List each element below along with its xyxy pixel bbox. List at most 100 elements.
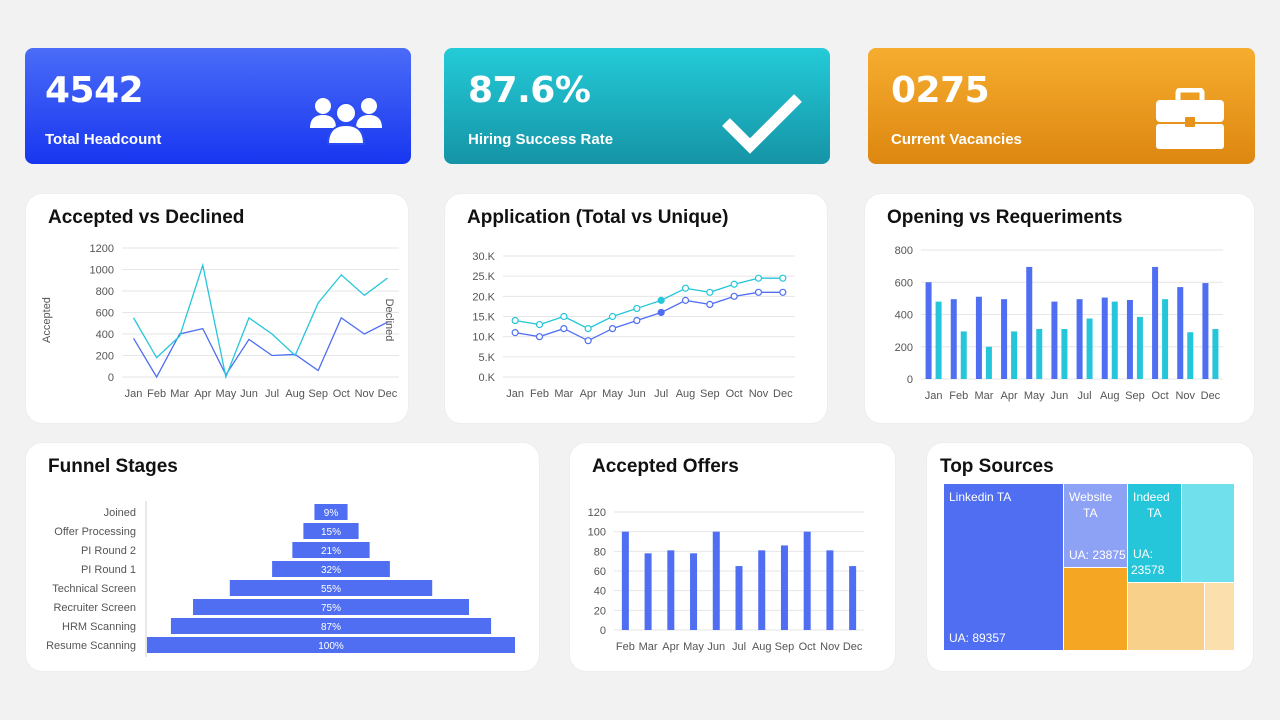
- opening-vs-requirements-chart: 0 200 400 600 800 Jan Feb Mar Apr May Jun Jul Aug Sep…: [895, 245, 1223, 402]
- bar-series-0: [1051, 301, 1058, 379]
- checkmark-icon: [722, 94, 802, 154]
- x-tick-label: Mar: [639, 641, 658, 653]
- series-point-1: [633, 316, 641, 325]
- briefcase-icon: [1156, 88, 1224, 149]
- treemap-label: Website TA: [1069, 490, 1112, 520]
- x-tick-label: Apr: [580, 388, 597, 400]
- y-axis-label: Accepted: [41, 297, 53, 343]
- kpi-current-vacancies: 0275 Current Vacancies: [868, 48, 1255, 164]
- x-tick-label: Oct: [333, 388, 350, 400]
- funnel-stage-label: Technical Screen: [52, 583, 136, 595]
- bar-series-0: [1101, 297, 1108, 379]
- x-tick-label: Nov: [749, 388, 769, 400]
- kpi-label: Hiring Success Rate: [468, 131, 614, 148]
- y-tick-label: 0: [600, 625, 606, 637]
- application-total-vs-unique-card: Application (Total vs Unique) 0.K 5.K 10.K…: [445, 194, 827, 423]
- x-tick-label: Oct: [799, 641, 816, 653]
- offer-bar: [690, 553, 698, 630]
- offer-bar: [758, 550, 766, 630]
- y-tick-label: 25.K: [472, 271, 495, 283]
- y-tick-label: 120: [588, 507, 606, 519]
- x-tick-label: Dec: [773, 388, 793, 400]
- bar-series-0: [1202, 283, 1209, 379]
- funnel-stages-card: Funnel Stages Joined 9% Offer Processing 15…: [26, 443, 539, 671]
- series-point-0: [779, 274, 787, 282]
- bar-series-1: [1036, 329, 1043, 379]
- card-title: Application (Total vs Unique): [467, 207, 729, 228]
- series-point-0: [681, 284, 690, 292]
- funnel-stage-label: PI Round 1: [81, 564, 136, 576]
- y-tick-label: 15.K: [472, 312, 495, 324]
- y-tick-label: 40: [594, 586, 606, 598]
- funnel-bar: [170, 618, 492, 634]
- series-point-1: [779, 288, 787, 296]
- y-tick-label: 5.K: [478, 352, 495, 364]
- series-point-1: [706, 300, 714, 309]
- treemap-label-part: TA: [1083, 506, 1097, 520]
- x-tick-label: Mar: [974, 390, 993, 402]
- bar-series-1: [935, 301, 942, 379]
- funnel-bar-label: 87%: [321, 622, 341, 633]
- treemap-cell-other-pale-orange: [1205, 583, 1234, 650]
- series-point-1: [560, 325, 568, 333]
- x-tick-label: May: [683, 641, 704, 653]
- treemap-cell-other-teal: [1182, 484, 1234, 582]
- y-tick-label: 60: [594, 566, 606, 578]
- offer-bar: [826, 550, 834, 630]
- series-point-0: [608, 312, 617, 321]
- bar-series-0: [1001, 299, 1008, 379]
- funnel-stage-label: Offer Processing: [54, 526, 136, 538]
- card-title: Funnel Stages: [48, 456, 178, 477]
- accepted-offers-card: Accepted Offers 0 20 40 60 80 100 120 Feb Mar Apr…: [570, 443, 895, 671]
- funnel-bar: [314, 504, 348, 520]
- bar-series-0: [1076, 299, 1083, 379]
- bar-series-1: [1111, 301, 1118, 379]
- x-tick-label: Sep: [1125, 390, 1145, 402]
- card-title: Opening vs Requeriments: [887, 207, 1123, 228]
- series-point-1: [535, 333, 544, 341]
- x-tick-label: Jul: [732, 641, 746, 653]
- kpi-value: 87.6%: [468, 70, 591, 111]
- bar-series-1: [1187, 332, 1194, 379]
- x-tick-label: May: [215, 388, 236, 400]
- x-tick-label: Jun: [628, 388, 646, 400]
- kpi-value: 0275: [891, 70, 990, 111]
- y-tick-label: 200: [96, 351, 114, 363]
- x-tick-label: Feb: [530, 388, 549, 400]
- treemap-label: Linkedin TA: [949, 490, 1011, 504]
- offer-bar: [849, 566, 857, 630]
- x-tick-label: Aug: [1100, 390, 1120, 402]
- treemap-label-part: Indeed: [1133, 490, 1170, 504]
- bar-series-0: [950, 299, 957, 379]
- bar-series-0: [1177, 287, 1184, 379]
- bar-series-1: [1136, 316, 1143, 379]
- y-tick-label: 0: [108, 372, 114, 384]
- offer-bar: [712, 531, 720, 630]
- top-sources-card: Top Sources Linkedin TA UA: 89357 Websit…: [927, 443, 1253, 671]
- x-tick-label: Nov: [820, 641, 840, 653]
- funnel-bar-label: 32%: [321, 565, 341, 576]
- x-tick-label: Feb: [147, 388, 166, 400]
- x-tick-label: Jul: [1078, 390, 1092, 402]
- series-point-1: [511, 329, 519, 337]
- series-point-0: [657, 296, 665, 304]
- kpi-value: 4542: [45, 70, 144, 111]
- application-chart: 0.K 5.K 10.K 15.K 20.K 25.K 30.K Jan Feb Mar Apr Ma…: [472, 251, 795, 400]
- x-tick-label: May: [602, 388, 623, 400]
- accepted-offers-chart: 0 20 40 60 80 100 120 Feb Mar Apr May Jun Jul Aug Sep O…: [588, 507, 864, 653]
- series-point-0: [730, 280, 738, 288]
- x-tick-label: Jul: [654, 388, 668, 400]
- x-tick-label: Aug: [752, 641, 772, 653]
- treemap-value-part: 23578: [1131, 563, 1165, 577]
- series-point-1: [584, 337, 592, 345]
- y-tick-label: 80: [594, 546, 606, 558]
- y-tick-label: 0.K: [478, 372, 495, 384]
- offer-bar: [780, 545, 788, 630]
- series-point-0: [754, 274, 763, 282]
- series-line-0: [515, 277, 783, 330]
- x-tick-label: May: [1024, 390, 1045, 402]
- series-point-0: [535, 320, 544, 329]
- x-tick-label: Aug: [676, 388, 696, 400]
- x-tick-label: Jun: [1051, 390, 1069, 402]
- x-tick-label: Mar: [170, 388, 189, 400]
